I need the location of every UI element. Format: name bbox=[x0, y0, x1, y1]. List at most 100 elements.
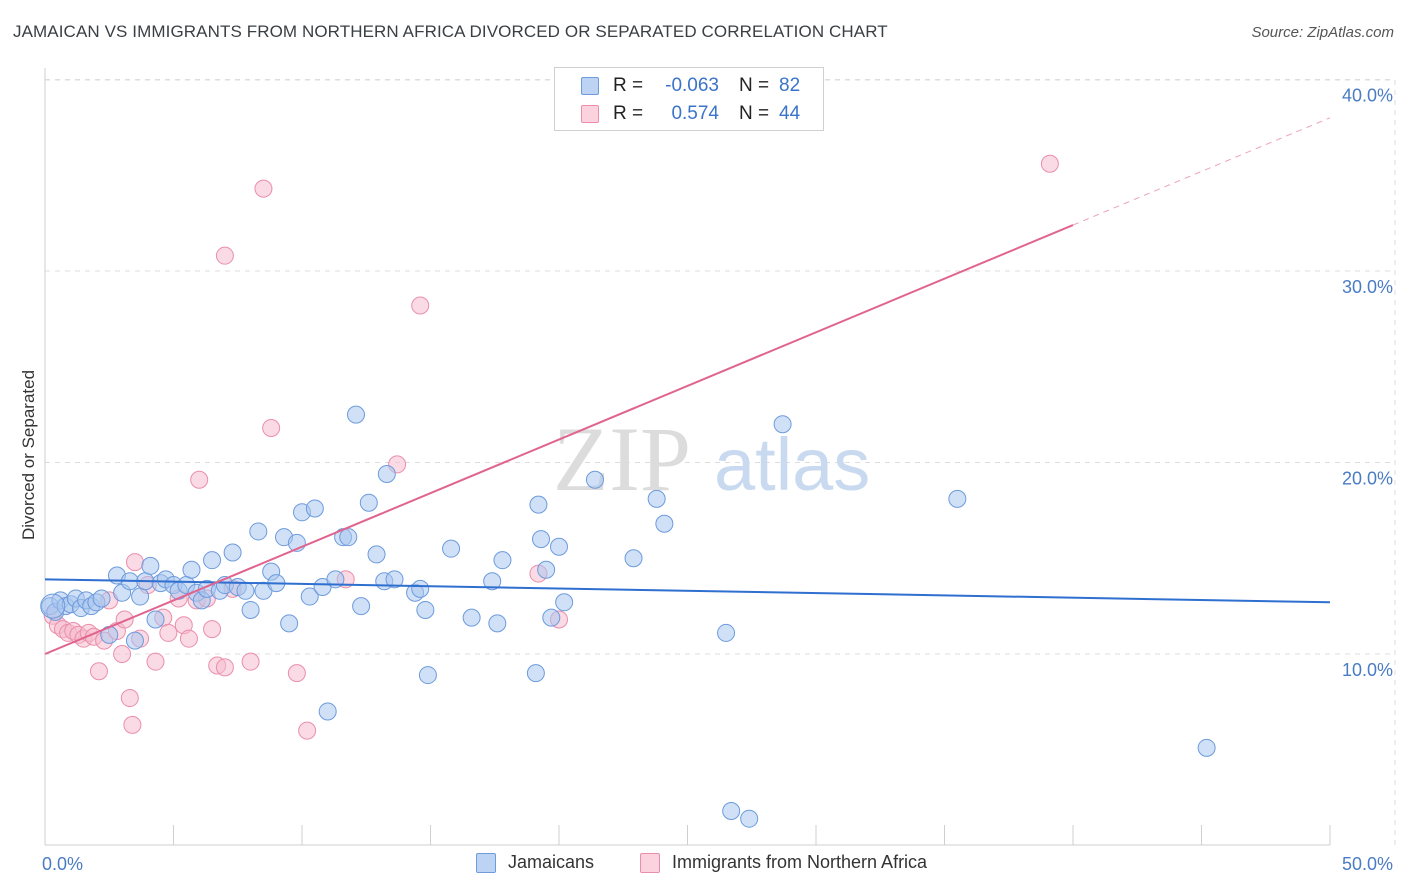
data-point-jamaicans bbox=[529, 495, 548, 514]
data-point-northern-africa bbox=[1040, 154, 1059, 173]
legend-r-label: R = bbox=[613, 103, 644, 124]
data-point-northern-africa bbox=[287, 664, 306, 683]
series-jamaicans-points bbox=[40, 405, 1216, 828]
data-point-northern-africa bbox=[115, 610, 134, 629]
data-point-jamaicans bbox=[647, 489, 666, 508]
grid-lines bbox=[45, 79, 1396, 845]
legend-swatch-blue bbox=[581, 77, 599, 95]
watermark-zip: ZIP bbox=[553, 408, 691, 510]
data-point-jamaicans bbox=[352, 597, 371, 616]
series-northern-africa-points bbox=[43, 154, 1059, 740]
watermark-atlas: atlas bbox=[714, 423, 870, 506]
data-point-jamaicans bbox=[537, 560, 556, 579]
correlation-legend: R = -0.063 N = 82 R = 0.574 N = 44 bbox=[554, 67, 824, 131]
data-point-jamaicans bbox=[377, 464, 396, 483]
data-point-jamaicans bbox=[1197, 738, 1216, 757]
data-point-northern-africa bbox=[254, 179, 273, 198]
y-tick-label: 40.0% bbox=[1342, 86, 1393, 106]
legend-label-jamaicans: Jamaicans bbox=[508, 852, 595, 872]
data-point-jamaicans bbox=[359, 493, 378, 512]
data-point-jamaicans-cluster bbox=[40, 593, 66, 619]
data-point-jamaicans bbox=[203, 551, 222, 570]
data-point-jamaicans bbox=[717, 623, 736, 642]
x-tick-label: 50.0% bbox=[1342, 854, 1393, 874]
data-point-jamaicans bbox=[526, 664, 545, 683]
data-point-jamaicans bbox=[131, 587, 150, 606]
data-point-northern-africa bbox=[159, 623, 178, 642]
legend-label-northern-africa: Immigrants from Northern Africa bbox=[672, 852, 928, 872]
trend-line-jamaicans bbox=[44, 578, 1331, 604]
data-point-northern-africa bbox=[215, 658, 234, 677]
y-tick-labels: 10.0% 20.0% 30.0% 40.0% bbox=[1342, 86, 1393, 681]
data-point-jamaicans bbox=[141, 556, 160, 575]
legend-n-value: 82 bbox=[779, 75, 801, 96]
data-point-jamaicans bbox=[532, 530, 551, 549]
trend-lines bbox=[44, 117, 1331, 655]
watermark: ZIP atlas bbox=[553, 408, 870, 510]
data-point-northern-africa bbox=[241, 652, 260, 671]
legend-swatch-blue bbox=[476, 852, 496, 873]
data-point-jamaicans bbox=[722, 802, 741, 821]
legend-n-label: N = bbox=[739, 75, 770, 96]
data-point-jamaicans bbox=[442, 539, 461, 558]
data-point-northern-africa bbox=[203, 620, 222, 639]
x-tick-labels: 0.0% 50.0% bbox=[42, 854, 1393, 874]
data-point-jamaicans bbox=[773, 415, 792, 434]
legend-swatch-pink bbox=[640, 852, 660, 873]
data-point-jamaicans bbox=[305, 499, 324, 518]
data-point-jamaicans bbox=[493, 551, 512, 570]
y-tick-label: 30.0% bbox=[1342, 277, 1393, 297]
series-legend: Jamaicans Immigrants from Northern Afric… bbox=[0, 852, 1406, 878]
data-point-northern-africa bbox=[190, 470, 209, 489]
data-point-northern-africa bbox=[179, 629, 198, 648]
data-point-jamaicans bbox=[280, 614, 299, 633]
legend-r-value: 0.574 bbox=[671, 103, 719, 124]
data-point-jamaicans bbox=[385, 570, 404, 589]
data-point-northern-africa bbox=[146, 652, 165, 671]
data-point-jamaicans bbox=[624, 549, 643, 568]
data-point-jamaicans bbox=[249, 522, 268, 541]
data-point-jamaicans bbox=[92, 589, 111, 608]
legend-row-jamaicans: R = -0.063 N = 82 bbox=[581, 74, 819, 98]
data-point-jamaicans bbox=[948, 489, 967, 508]
data-point-jamaicans bbox=[339, 528, 358, 547]
data-point-northern-africa bbox=[113, 645, 132, 663]
data-point-jamaicans bbox=[740, 809, 759, 828]
legend-n-value: 44 bbox=[779, 103, 801, 124]
axes bbox=[44, 68, 1331, 846]
data-point-northern-africa bbox=[123, 715, 142, 734]
data-point-jamaicans bbox=[125, 631, 144, 650]
data-point-jamaicans bbox=[555, 593, 574, 612]
x-tick-label: 0.0% bbox=[42, 854, 83, 874]
data-point-northern-africa bbox=[215, 246, 234, 265]
legend-r-label: R = bbox=[613, 75, 644, 96]
data-point-jamaicans bbox=[300, 587, 319, 606]
data-point-jamaicans bbox=[416, 600, 435, 619]
data-point-northern-africa bbox=[262, 419, 281, 438]
chart-title: JAMAICAN VS IMMIGRANTS FROM NORTHERN AFR… bbox=[13, 22, 888, 41]
data-point-northern-africa bbox=[298, 721, 317, 740]
data-point-jamaicans bbox=[223, 543, 242, 562]
y-axis-label: Divorced or Separated bbox=[19, 370, 38, 540]
data-point-jamaicans bbox=[418, 666, 437, 685]
y-tick-label: 10.0% bbox=[1342, 660, 1393, 680]
data-point-northern-africa bbox=[120, 689, 139, 708]
trend-line-northern-africa bbox=[44, 224, 1074, 655]
data-point-jamaicans bbox=[182, 560, 201, 579]
data-point-jamaicans bbox=[346, 405, 365, 424]
legend-item-jamaicans: Jamaicans bbox=[476, 852, 594, 873]
data-point-northern-africa bbox=[89, 662, 108, 681]
trend-line-northern-africa-extension bbox=[1072, 117, 1331, 226]
data-point-jamaicans bbox=[655, 514, 674, 533]
legend-r-value: -0.063 bbox=[665, 75, 719, 96]
legend-row-northern-africa: R = 0.574 N = 44 bbox=[581, 102, 819, 126]
legend-n-label: N = bbox=[739, 103, 770, 124]
data-point-jamaicans bbox=[411, 579, 430, 598]
data-point-northern-africa bbox=[411, 296, 430, 315]
data-point-jamaicans bbox=[585, 470, 604, 489]
data-point-jamaicans bbox=[550, 537, 568, 556]
data-point-jamaicans bbox=[236, 581, 255, 600]
data-point-jamaicans bbox=[542, 608, 561, 627]
data-point-northern-africa bbox=[125, 553, 144, 572]
